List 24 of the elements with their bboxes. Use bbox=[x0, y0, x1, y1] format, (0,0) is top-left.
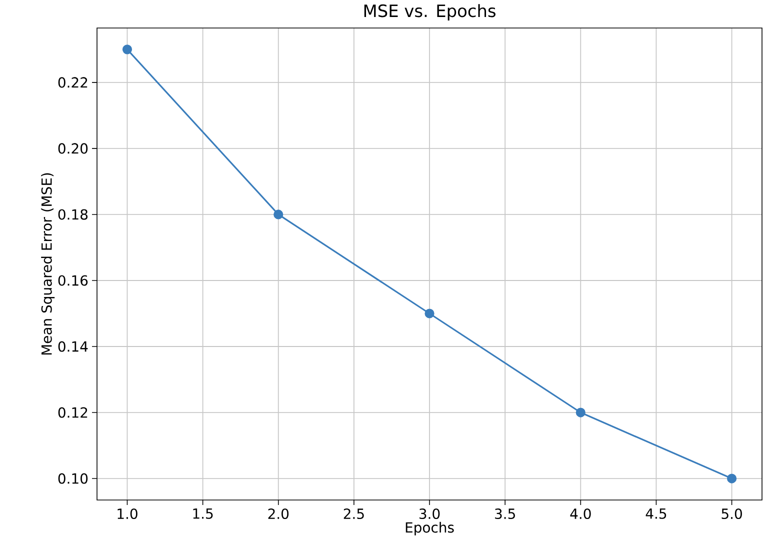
x-tick-label: 2.5 bbox=[344, 508, 364, 520]
x-tick-label: 1.0 bbox=[118, 508, 138, 520]
point bbox=[576, 408, 586, 418]
y-axis-title: Mean Squared Error (MSE) bbox=[41, 173, 55, 355]
x-tick-label: 2.0 bbox=[268, 508, 289, 520]
x-axis-title: Epochs bbox=[406, 522, 454, 536]
y-tick-label: 0.12 bbox=[58, 407, 88, 418]
chart-title: MSE vs. Epochs bbox=[364, 4, 496, 20]
y-tick-label: 0.10 bbox=[58, 473, 88, 484]
x-tick-label: 5.0 bbox=[722, 508, 742, 520]
y-tick-label: 0.22 bbox=[58, 77, 88, 88]
point bbox=[424, 308, 434, 318]
x-tick-label: 4.0 bbox=[570, 508, 591, 520]
y-tick-label: 0.16 bbox=[58, 275, 88, 286]
y-tick-label: 0.18 bbox=[58, 209, 88, 220]
x-tick-label: 1.5 bbox=[193, 508, 213, 519]
x-tick-label: 3.0 bbox=[419, 508, 440, 520]
x-tick-label: 3.5 bbox=[495, 508, 515, 520]
x-tick-label: 4.5 bbox=[646, 508, 666, 519]
y-tick-label: 0.20 bbox=[58, 143, 88, 154]
point bbox=[274, 210, 284, 220]
point bbox=[726, 474, 737, 484]
y-tick-label: 0.14 bbox=[58, 341, 88, 352]
point bbox=[122, 44, 132, 54]
